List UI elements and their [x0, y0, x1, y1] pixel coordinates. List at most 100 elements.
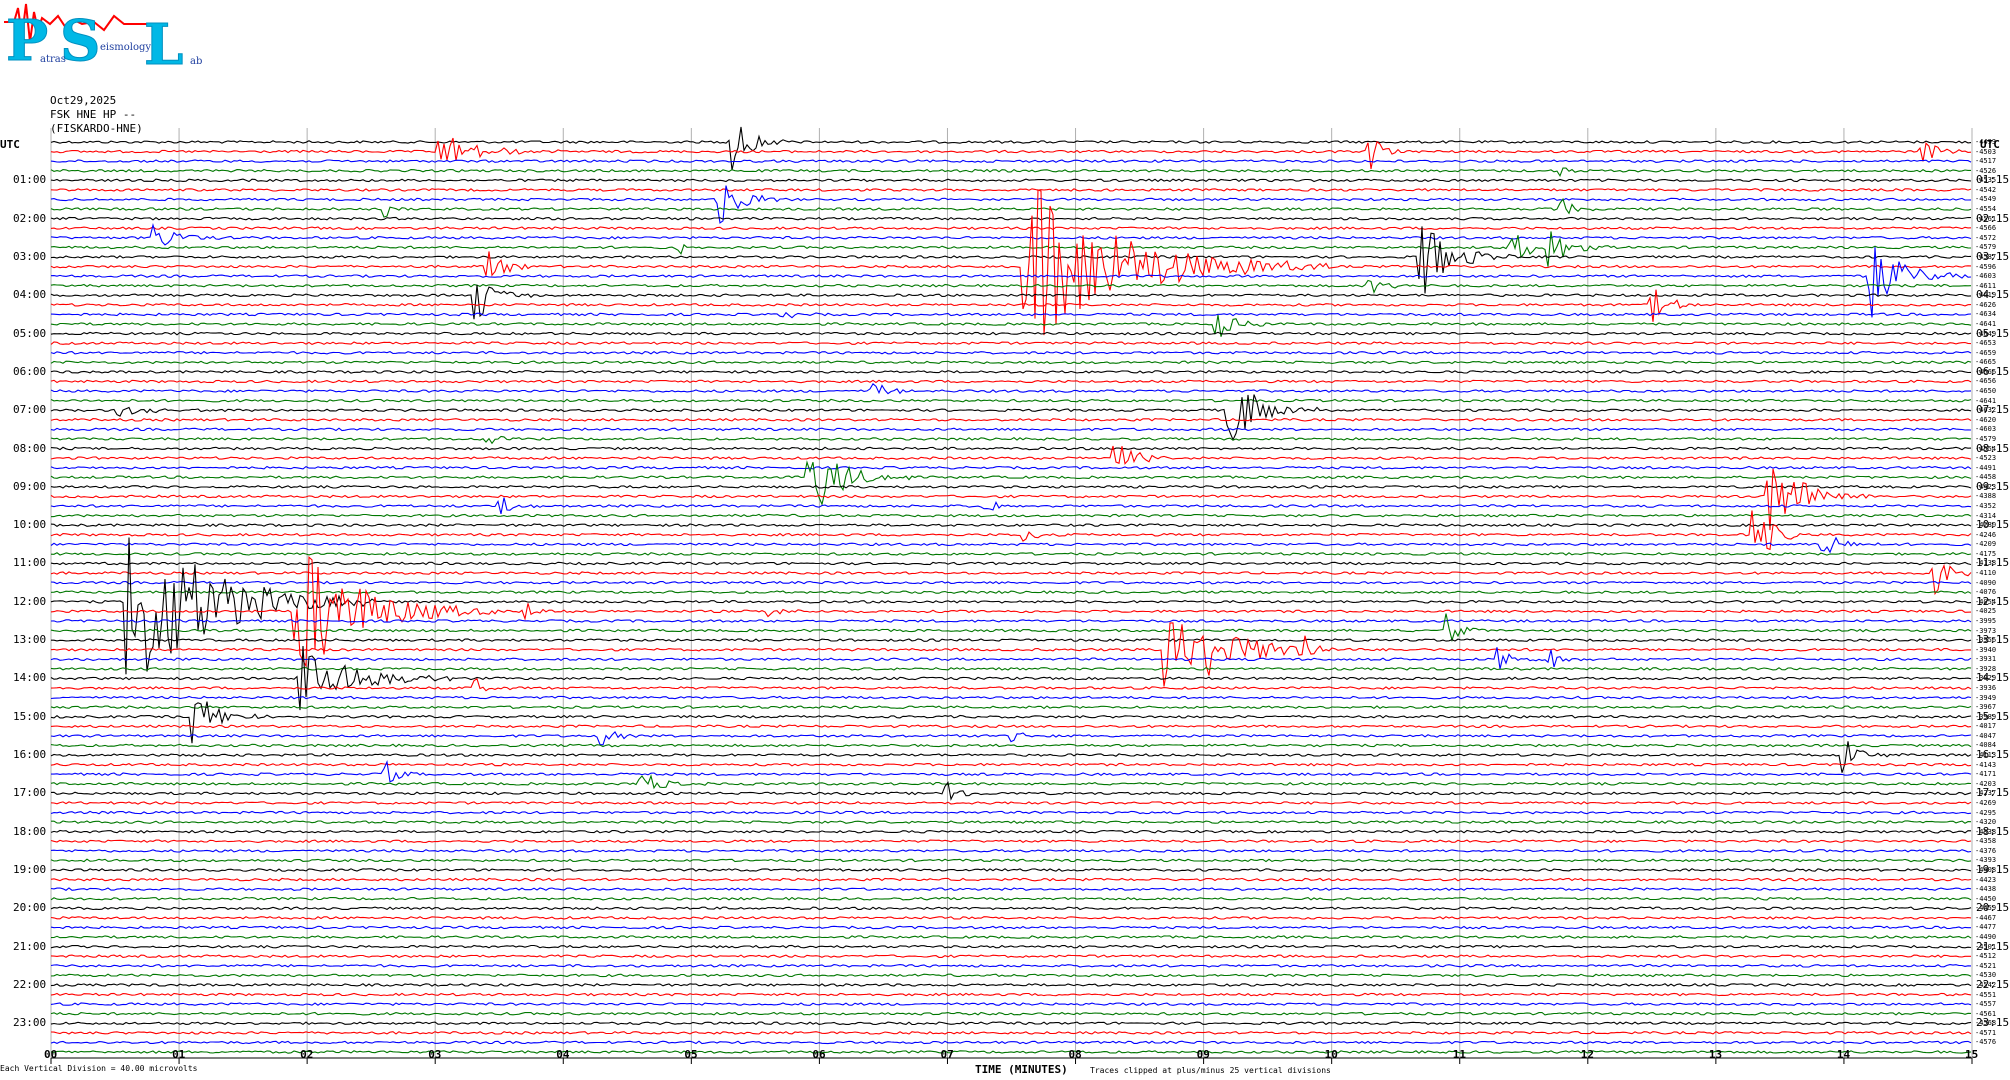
trace-row-23 [50, 360, 1972, 365]
trace-row-47 [50, 590, 1972, 595]
offset-label: -3956 [1975, 636, 1997, 645]
offset-label: -4587 [1975, 252, 1997, 261]
offset-label: -4641 [1975, 396, 1997, 405]
trace-row-69 [50, 801, 1972, 805]
trace-row-35 [50, 460, 1972, 506]
trace-row-3 [50, 167, 1971, 178]
trace-row-72 [50, 829, 1972, 834]
trace-row-71 [51, 820, 1972, 824]
trace-row-48 [50, 537, 1972, 675]
left-hour-label: 09:00 [13, 479, 47, 493]
offset-label: -4517 [1975, 157, 1997, 166]
left-hour-label: 10:00 [13, 518, 47, 532]
trace-row-83 [50, 935, 1972, 939]
offset-label: -4603 [1975, 272, 1997, 281]
offset-label: -4084 [1975, 741, 1997, 750]
offset-label: -4459 [1975, 904, 1997, 913]
offset-label: -4571 [1975, 1028, 1997, 1037]
right-hour-label: 11:15 [1976, 556, 2010, 570]
trace-row-90 [50, 1002, 1972, 1006]
trace-row-45 [50, 563, 1972, 596]
trace-row-11 [50, 231, 1972, 267]
trace-row-61 [50, 724, 1972, 729]
offset-label: -4557 [1975, 1000, 1997, 1009]
trace-row-4 [50, 178, 1972, 183]
psl-logo: P S L atras eismology ab [4, 3, 202, 68]
offset-label: -4017 [1975, 722, 1997, 731]
offset-label: -4458 [1975, 473, 1997, 482]
left-axis-title: UTC [0, 138, 20, 151]
x-tick-label: 02 [300, 1048, 314, 1061]
offset-label: -4551 [1975, 990, 1997, 999]
offset-label: -3973 [1975, 626, 1997, 635]
trace-row-14 [50, 247, 1972, 318]
right-hour-label: 01:15 [1976, 173, 2010, 187]
left-hour-label: 16:00 [13, 748, 47, 762]
offset-label: -4579 [1975, 243, 1997, 252]
trace-row-94 [50, 1040, 1972, 1045]
trace-row-79 [50, 896, 1972, 901]
trace-row-36 [50, 485, 1972, 489]
left-hour-label: 18:00 [13, 824, 47, 838]
trace-row-52 [51, 638, 1972, 642]
trace-row-17 [50, 289, 1972, 322]
trace-row-88 [50, 983, 1972, 987]
trace-row-19 [50, 314, 1972, 337]
trace-row-80 [50, 906, 1972, 911]
left-hour-label: 23:00 [13, 1016, 47, 1030]
offset-label: -4110 [1975, 569, 1997, 578]
header-channel: FSK HNE HP -- [50, 108, 137, 121]
trace-row-50 [50, 619, 1972, 623]
right-hour-label: 14:15 [1976, 671, 2010, 685]
trace-row-74 [50, 849, 1972, 853]
trace-row-24 [50, 370, 1972, 374]
trace-row-7 [50, 197, 1972, 218]
offset-label: -3989 [1975, 712, 1997, 721]
trace-row-0 [50, 126, 1972, 171]
left-hour-label: 11:00 [13, 556, 47, 570]
trace-row-2 [50, 159, 1972, 163]
offset-label: -3940 [1975, 645, 1997, 654]
trace-row-76 [50, 868, 1972, 872]
offset-label: -4542 [1975, 185, 1997, 194]
trace-row-60 [50, 701, 1972, 744]
offset-label: -4512 [1975, 952, 1997, 961]
right-hour-label: 19:15 [1976, 863, 2010, 876]
offset-label: -4561 [1975, 214, 1997, 223]
time-axis [50, 1057, 1973, 1064]
trace-row-77 [50, 877, 1972, 882]
offset-label: -4076 [1975, 588, 1997, 597]
trace-row-57 [50, 677, 1972, 692]
header-station: (FISKARDO-HNE) [50, 122, 143, 135]
svg-text:ab: ab [190, 56, 202, 67]
right-hour-label: 17:15 [1976, 786, 2010, 800]
offset-label: -4246 [1975, 530, 1997, 539]
trace-row-81 [50, 916, 1972, 920]
trace-row-87 [50, 973, 1972, 978]
right-hour-label: 21:15 [1976, 939, 2010, 953]
left-hour-label: 17:00 [13, 786, 47, 800]
trace-row-15 [50, 279, 1972, 295]
trace-row-30 [50, 427, 1972, 432]
x-tick-label: 05 [684, 1048, 698, 1061]
offset-label: -4503 [1975, 147, 1997, 156]
trace-row-38 [50, 497, 1972, 515]
offset-label: -4579 [1975, 434, 1997, 443]
trace-row-20 [50, 331, 1972, 336]
trace-row-28 [50, 394, 1972, 442]
right-hour-label: 10:15 [1976, 518, 2010, 532]
right-hour-label: 05:15 [1976, 326, 2010, 340]
trace-row-78 [50, 887, 1972, 892]
offset-label: -4566 [1975, 224, 1997, 233]
trace-row-21 [50, 341, 1972, 346]
offset-label: -4542 [1975, 980, 1997, 989]
clip-note: Traces clipped at plus/minus 25 vertical… [1090, 1066, 1331, 1075]
trace-row-33 [50, 445, 1972, 465]
offset-label: -4523 [1975, 454, 1997, 463]
right-hour-label: 07:15 [1976, 403, 2010, 417]
trace-row-6 [50, 185, 1972, 224]
offset-label: -4490 [1975, 933, 1997, 942]
offset-label: -4423 [1975, 875, 1997, 884]
trace-row-8 [50, 216, 1972, 221]
